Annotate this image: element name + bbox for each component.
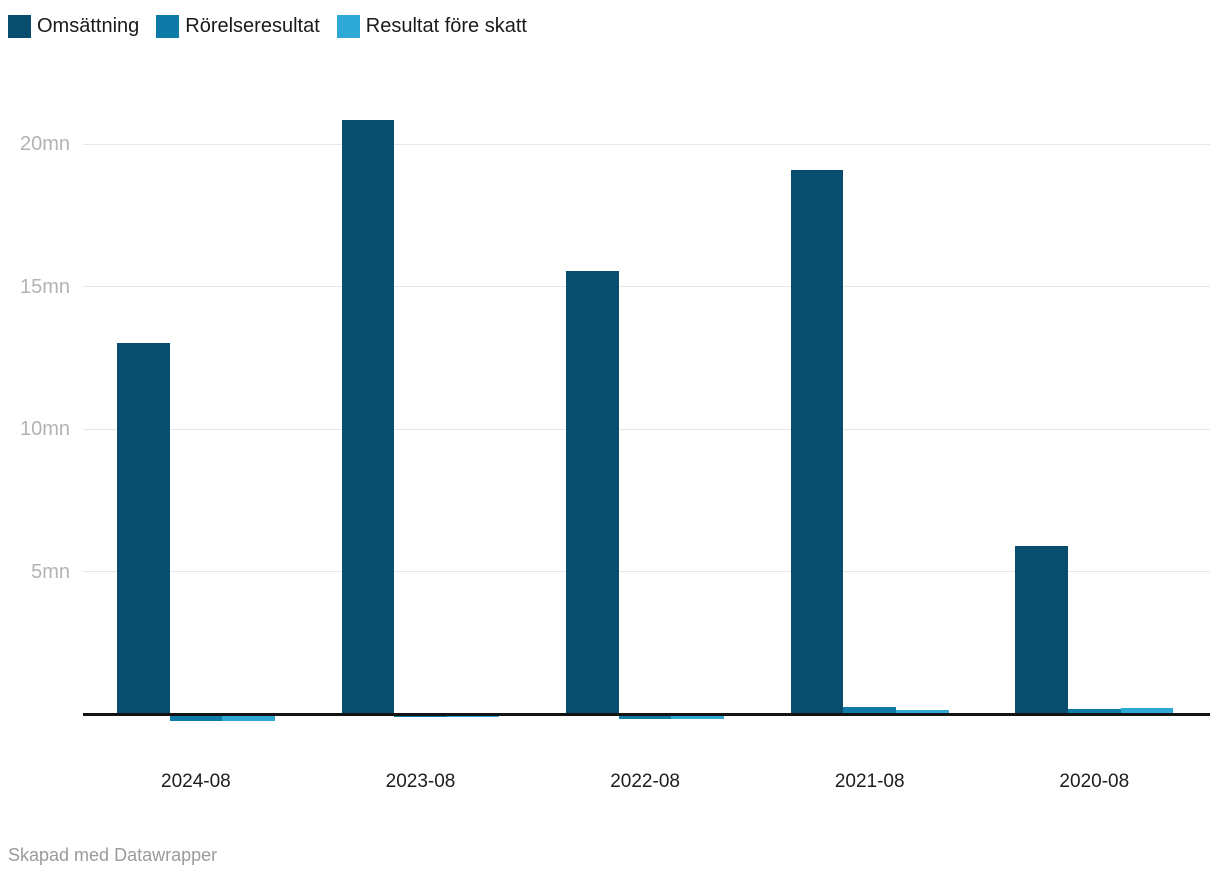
bar-rorelseresultat-2024-08[interactable] — [169, 714, 223, 722]
x-axis-category-label: 2022-08 — [610, 771, 680, 792]
legend: Omsättning Rörelseresultat Resultat före s… — [8, 14, 527, 38]
bar-omsattning-2020-08[interactable] — [1015, 546, 1068, 713]
y-axis-tick-label: 20mn — [19, 133, 70, 155]
x-axis-category-label: 2023-08 — [385, 771, 456, 792]
bar-omsattning-2022-08[interactable] — [566, 271, 619, 713]
bar-omsattning-2023-08[interactable] — [341, 120, 395, 713]
x-axis-category-label: 2024-08 — [161, 771, 231, 792]
gridline-5mn — [83, 571, 1210, 572]
legend-item-resultat-fore-skatt: Resultat före skatt — [336, 14, 527, 38]
x-axis-line — [83, 713, 1210, 716]
bar-resultat-fore-skatt-2021-08[interactable] — [896, 709, 949, 713]
bar-omsattning-2021-08[interactable] — [790, 170, 844, 713]
legend-swatch-rorelseresultat — [156, 14, 180, 38]
legend-item-rorelseresultat: Rörelseresultat — [156, 14, 320, 38]
bar-resultat-fore-skatt-2024-08[interactable] — [222, 714, 275, 722]
y-axis-tick-label: 15mn — [19, 275, 70, 298]
gridline-15mn — [83, 286, 1210, 287]
legend-swatch-resultat-fore-skatt — [336, 14, 360, 38]
legend-label-omsattning: Omsättning — [37, 15, 140, 37]
datawrapper-attribution-link[interactable]: Skapad med Datawrapper — [8, 845, 218, 865]
y-axis-tick-label: 10mn — [19, 418, 70, 440]
bar-omsattning-2024-08[interactable] — [117, 342, 170, 713]
x-axis-category-label: 2021-08 — [834, 771, 905, 792]
legend-swatch-omsattning — [8, 14, 31, 38]
y-axis-tick-label: 5mn — [31, 560, 70, 583]
gridline-20mn — [83, 143, 1210, 145]
bar-rorelseresultat-2021-08[interactable] — [843, 707, 896, 713]
bar-resultat-fore-skatt-2022-08[interactable] — [671, 714, 724, 720]
legend-label-resultat-fore-skatt: Resultat före skatt — [365, 15, 527, 37]
gridline-10mn — [83, 428, 1210, 430]
x-axis-category-label: 2020-08 — [1059, 771, 1130, 792]
bar-rorelseresultat-2020-08[interactable] — [1068, 709, 1121, 713]
bar-resultat-fore-skatt-2020-08[interactable] — [1120, 708, 1174, 713]
legend-label-rorelseresultat: Rörelseresultat — [185, 15, 320, 37]
legend-item-omsattning: Omsättning — [8, 14, 139, 38]
bar-rorelseresultat-2022-08[interactable] — [618, 714, 672, 720]
